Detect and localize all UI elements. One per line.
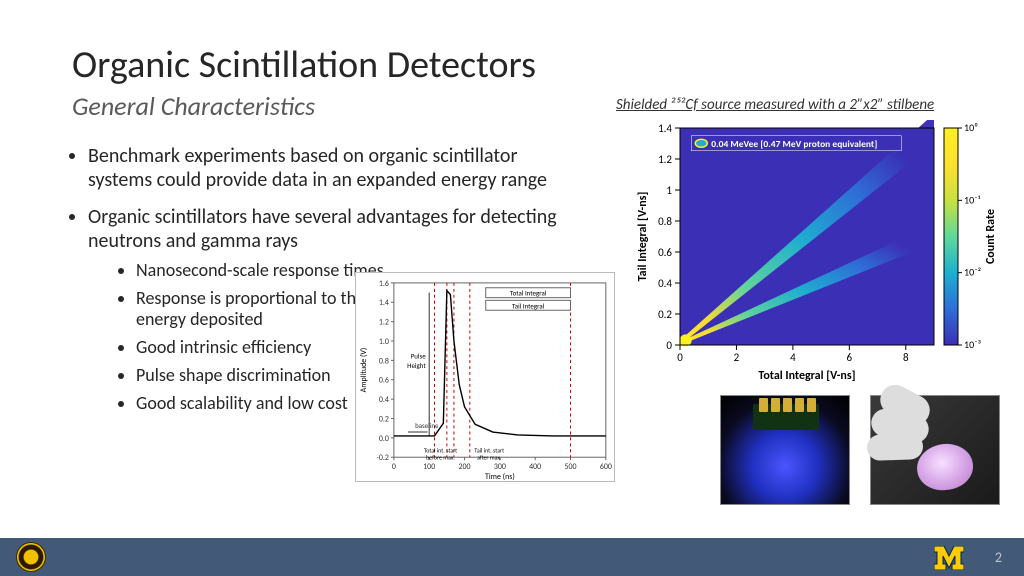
svg-text:Tail Integral: Tail Integral: [512, 301, 545, 310]
svg-text:0.6: 0.6: [658, 246, 672, 259]
svg-text:1.2: 1.2: [379, 318, 389, 328]
svg-text:0.8: 0.8: [379, 356, 389, 366]
svg-text:1.0: 1.0: [379, 337, 389, 347]
svg-text:baseline: baseline: [415, 421, 439, 430]
svg-text:6: 6: [847, 351, 853, 364]
pulse-shape-plot: -0.2 0.0 0.2 0.4 0.6 0.8 1.0 1.2 1.4 1.6 0 100 200 30…: [355, 272, 615, 482]
svg-text:before max.: before max.: [426, 453, 455, 461]
svg-text:Total Integral: Total Integral: [510, 289, 547, 298]
detector-photo-blue: [720, 395, 850, 505]
svg-text:500: 500: [564, 462, 576, 472]
svg-text:300: 300: [494, 462, 506, 472]
svg-text:-0.2: -0.2: [376, 453, 388, 463]
slide-footer: 2: [0, 538, 1024, 576]
svg-text:4: 4: [790, 351, 796, 364]
svg-text:10⁻¹: 10⁻¹: [964, 193, 981, 206]
svg-text:0: 0: [392, 462, 396, 472]
michigan-logo-icon: [934, 546, 964, 570]
svg-text:Pulse: Pulse: [411, 351, 427, 360]
slide-subtitle: General Characteristics: [72, 90, 536, 122]
svg-text:10⁰: 10⁰: [964, 121, 978, 134]
svg-text:0.4: 0.4: [658, 277, 672, 290]
svg-text:0.0: 0.0: [379, 434, 389, 444]
svg-text:8: 8: [903, 351, 909, 364]
psd-scatter-chart: 0 2 4 6 8 0 0.2 0.4 0.6 0.8 1 1.2 1.4 Total Integral …: [630, 120, 1000, 385]
stilbene-crystal-photo: [870, 395, 1000, 505]
bullet-main: Benchmark experiments based on organic s…: [88, 144, 570, 193]
svg-text:1: 1: [666, 184, 672, 197]
svg-text:0.04 MeVee [0.47 MeV proton eq: 0.04 MeVee [0.47 MeV proton equivalent]: [711, 138, 877, 150]
svg-text:10⁻³: 10⁻³: [964, 338, 981, 351]
svg-text:0.4: 0.4: [379, 395, 389, 405]
svg-text:0: 0: [666, 339, 672, 352]
psd-caption: Shielded ²⁵²Cf source measured with a 2”…: [616, 96, 934, 114]
svg-text:after max.: after max.: [477, 453, 502, 461]
svg-text:Tail Integral [V-ns]: Tail Integral [V-ns]: [636, 192, 650, 282]
svg-text:200: 200: [459, 462, 471, 472]
slide-title: Organic Scintillation Detectors: [72, 42, 536, 88]
svg-text:1.4: 1.4: [379, 298, 389, 308]
svg-text:0.8: 0.8: [658, 215, 672, 228]
svg-text:0.2: 0.2: [379, 414, 389, 424]
svg-text:2: 2: [734, 351, 740, 364]
bullet-text: Organic scintillators have several advan…: [88, 205, 557, 253]
svg-text:1.4: 1.4: [658, 122, 672, 135]
svg-text:1.6: 1.6: [379, 279, 389, 289]
seal-icon: [16, 542, 46, 572]
svg-text:0.2: 0.2: [658, 308, 672, 321]
svg-text:0: 0: [677, 351, 683, 364]
svg-text:100: 100: [423, 462, 435, 472]
svg-text:Time (ns): Time (ns): [485, 472, 515, 481]
svg-text:Count Rate: Count Rate: [984, 209, 998, 264]
svg-text:Total Integral [V-ns]: Total Integral [V-ns]: [758, 369, 855, 383]
svg-text:Amplitude (V): Amplitude (V): [359, 348, 369, 393]
svg-text:0.6: 0.6: [379, 376, 389, 386]
svg-text:Height: Height: [407, 361, 426, 370]
page-number: 2: [995, 549, 1002, 566]
svg-text:400: 400: [529, 462, 541, 472]
svg-text:1.2: 1.2: [658, 153, 672, 166]
svg-text:10⁻²: 10⁻²: [964, 266, 981, 279]
svg-text:600: 600: [600, 462, 612, 472]
